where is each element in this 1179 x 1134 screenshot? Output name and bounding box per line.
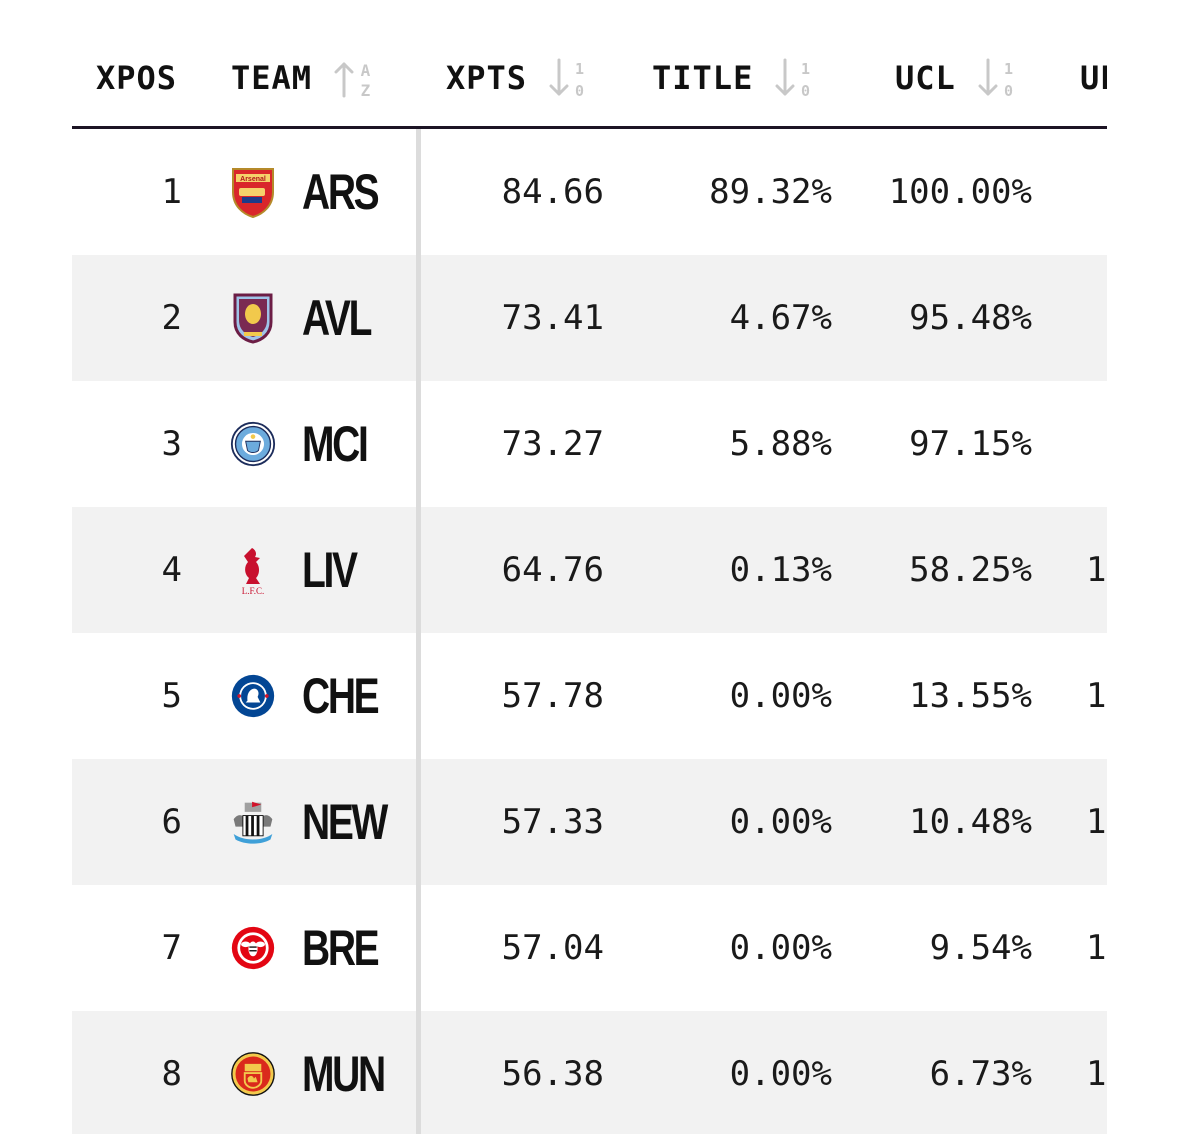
column-header-label: TEAM bbox=[231, 59, 313, 97]
svg-text:0: 0 bbox=[575, 82, 585, 100]
row-position: 7 bbox=[161, 928, 182, 968]
liverpool-crest-icon: L.F.C. bbox=[242, 548, 265, 596]
svg-text:Arsenal: Arsenal bbox=[240, 176, 266, 183]
svg-text:A: A bbox=[361, 61, 372, 80]
svg-text:0: 0 bbox=[1004, 82, 1014, 100]
xpts-value: 73.27 bbox=[501, 424, 604, 464]
table-header: XPOS TEAM A Z XPTS 1 0 bbox=[72, 0, 1107, 129]
chelsea-crest-icon bbox=[231, 674, 275, 718]
ucl-probability: 100.00% bbox=[888, 172, 1032, 212]
next-column-value bbox=[1086, 255, 1107, 381]
next-column-value: 1 bbox=[1086, 802, 1107, 842]
table-row[interactable]: 8 MUN 56.38 0.00% 6.73% 1 bbox=[72, 1011, 1107, 1134]
team-abbreviation: NEW bbox=[302, 794, 388, 850]
column-header-label: UCL bbox=[895, 59, 956, 97]
table-row[interactable]: 3 MCI 73.27 5.88% 97.15% bbox=[72, 381, 1107, 507]
team-abbreviation: AVL bbox=[302, 290, 372, 346]
ucl-probability: 58.25% bbox=[909, 550, 1032, 590]
ucl-probability: 97.15% bbox=[909, 424, 1032, 464]
title-probability: 89.32% bbox=[709, 172, 832, 212]
column-header-xpts[interactable]: XPTS 1 0 bbox=[446, 56, 593, 100]
column-header-label: TITLE bbox=[652, 59, 754, 97]
svg-text:0: 0 bbox=[801, 82, 811, 100]
next-column-value bbox=[1086, 129, 1107, 255]
table-row[interactable]: 2 AVL 73.41 4.67% 95.48% bbox=[72, 255, 1107, 381]
table-row[interactable]: 6 NEW 57.33 0.00% 10.48% 1 bbox=[72, 759, 1107, 885]
title-probability: 4.67% bbox=[729, 298, 832, 338]
man-city-crest-icon bbox=[230, 421, 276, 467]
xpts-value: 73.41 bbox=[501, 298, 604, 338]
table-row[interactable]: 1 Arsenal ARS 84.66 89.32% 100.00% bbox=[72, 129, 1107, 255]
team-abbreviation: ARS bbox=[302, 164, 380, 220]
man-united-crest-icon bbox=[231, 1052, 275, 1096]
title-probability: 0.00% bbox=[729, 676, 832, 716]
column-header-ucl[interactable]: UCL 1 0 bbox=[895, 56, 1022, 100]
sort-numeric-descending-icon[interactable]: 1 0 bbox=[549, 56, 593, 100]
row-position: 3 bbox=[161, 424, 182, 464]
xpts-value: 64.76 bbox=[501, 550, 604, 590]
brentford-crest-icon bbox=[231, 926, 275, 970]
row-position: 4 bbox=[161, 550, 182, 590]
table-row[interactable]: 4 L.F.C. LIV 64.76 0.13% 58.25% 1 bbox=[72, 507, 1107, 633]
column-header-label: XPOS bbox=[96, 59, 178, 97]
column-header-team[interactable]: TEAM A Z bbox=[231, 56, 378, 100]
title-probability: 0.00% bbox=[729, 1054, 832, 1094]
svg-text:Z: Z bbox=[361, 81, 372, 100]
svg-text:1: 1 bbox=[575, 60, 585, 78]
team-abbreviation: MCI bbox=[302, 416, 369, 472]
arsenal-crest-icon: Arsenal bbox=[232, 168, 274, 218]
xpts-value: 56.38 bbox=[501, 1054, 604, 1094]
sort-numeric-descending-icon[interactable]: 1 0 bbox=[978, 56, 1022, 100]
ucl-probability: 6.73% bbox=[929, 1054, 1032, 1094]
row-position: 1 bbox=[161, 172, 182, 212]
column-header-label: XPTS bbox=[446, 59, 528, 97]
xpts-value: 57.04 bbox=[501, 928, 604, 968]
team-abbreviation: CHE bbox=[302, 668, 380, 724]
xpts-value: 57.33 bbox=[501, 802, 604, 842]
column-header-title[interactable]: TITLE 1 0 bbox=[652, 56, 819, 100]
ucl-probability: 13.55% bbox=[909, 676, 1032, 716]
sort-numeric-descending-icon[interactable]: 1 0 bbox=[775, 56, 819, 100]
newcastle-crest-icon bbox=[233, 801, 273, 844]
xpts-value: 57.78 bbox=[501, 676, 604, 716]
ucl-probability: 10.48% bbox=[909, 802, 1032, 842]
next-column-value: 1 bbox=[1086, 1054, 1107, 1094]
title-probability: 5.88% bbox=[729, 424, 832, 464]
row-position: 8 bbox=[161, 1054, 182, 1094]
svg-text:1: 1 bbox=[1004, 60, 1014, 78]
table-row[interactable]: 7 BRE 57.04 0.00% 9.54% 1 bbox=[72, 885, 1107, 1011]
title-probability: 0.00% bbox=[729, 802, 832, 842]
svg-text:L.F.C.: L.F.C. bbox=[242, 586, 265, 596]
next-column-value bbox=[1086, 381, 1107, 507]
team-abbreviation: MUN bbox=[302, 1046, 386, 1102]
column-header-next[interactable]: UEL bbox=[1080, 58, 1107, 98]
ucl-probability: 95.48% bbox=[909, 298, 1032, 338]
xpts-value: 84.66 bbox=[501, 172, 604, 212]
sticky-column-divider bbox=[416, 129, 421, 1134]
ucl-probability: 9.54% bbox=[929, 928, 1032, 968]
sort-alpha-ascending-icon[interactable]: A Z bbox=[334, 56, 378, 100]
row-position: 6 bbox=[161, 802, 182, 842]
aston-villa-crest-icon bbox=[233, 293, 273, 344]
table-row[interactable]: 5 CHE 57.78 0.00% 13.55% 1 bbox=[72, 633, 1107, 759]
column-header-label: UEL bbox=[1080, 59, 1107, 97]
next-column-value: 1 bbox=[1086, 676, 1107, 716]
column-header-xpos[interactable]: XPOS bbox=[96, 58, 177, 98]
standings-table: XPOS TEAM A Z XPTS 1 0 bbox=[72, 0, 1107, 1134]
team-abbreviation: BRE bbox=[302, 920, 380, 976]
team-abbreviation: LIV bbox=[302, 542, 358, 598]
row-position: 5 bbox=[161, 676, 182, 716]
svg-text:1: 1 bbox=[801, 60, 811, 78]
next-column-value: 1 bbox=[1086, 550, 1107, 590]
next-column-value: 1 bbox=[1086, 928, 1107, 968]
title-probability: 0.00% bbox=[729, 928, 832, 968]
title-probability: 0.13% bbox=[729, 550, 832, 590]
row-position: 2 bbox=[161, 298, 182, 338]
